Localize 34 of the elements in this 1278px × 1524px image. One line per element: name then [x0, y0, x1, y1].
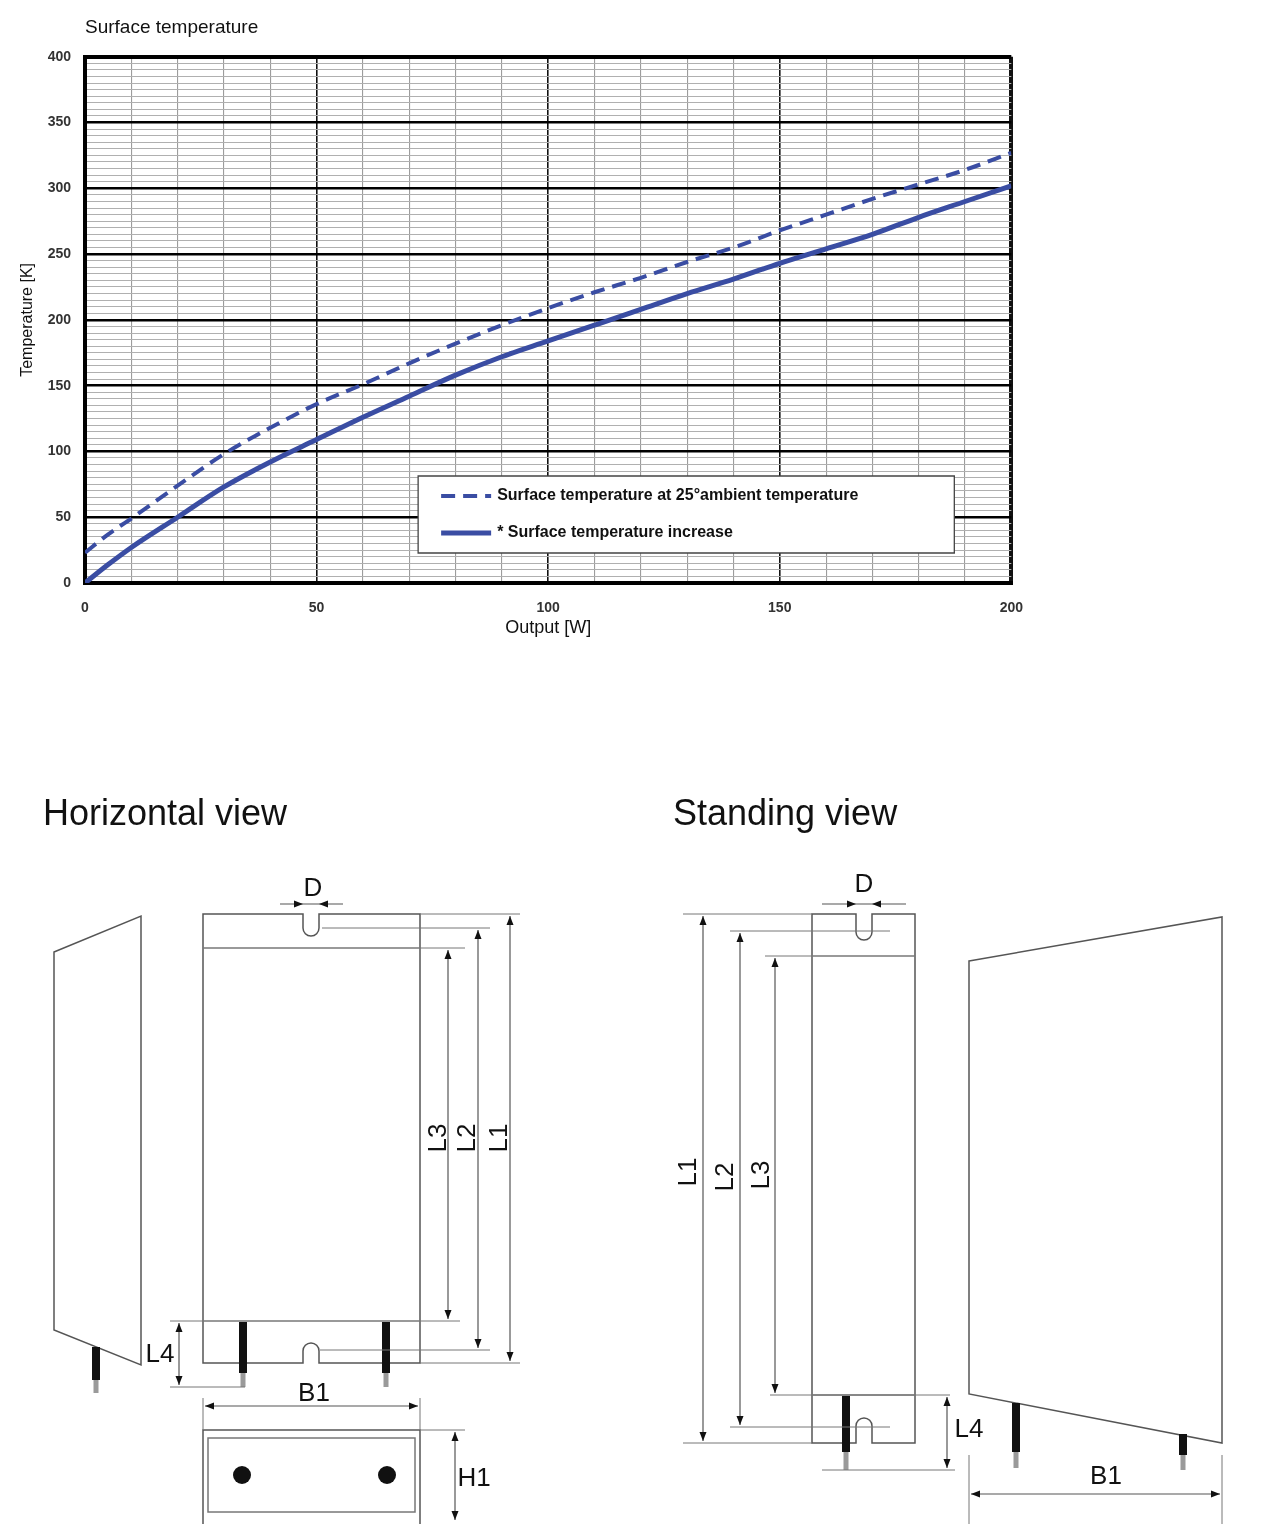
- text: L2: [451, 1123, 481, 1153]
- y-tick-label: 250: [47, 244, 72, 261]
- text: L4: [954, 1413, 984, 1443]
- x-tick-label: 150: [768, 599, 792, 616]
- text: L1: [483, 1123, 513, 1153]
- text: B1: [1090, 1460, 1122, 1490]
- text: B1: [298, 1377, 330, 1407]
- x-tick-label: 50: [308, 599, 325, 616]
- x-tick-label: 0: [81, 599, 90, 616]
- legend-label: * Surface temperature increase: [497, 523, 733, 541]
- text: D: [303, 872, 323, 902]
- y-tick-label: 100: [47, 442, 72, 459]
- y-tick-label: 350: [47, 113, 72, 130]
- text: L2: [709, 1162, 739, 1192]
- text: Horizontal view: [43, 792, 289, 833]
- x-tick-label: 200: [999, 599, 1024, 616]
- x-tick-label: 100: [536, 599, 561, 616]
- text: D: [854, 868, 874, 898]
- y-tick-label: 200: [47, 310, 72, 327]
- text: H1: [457, 1462, 491, 1492]
- y-tick-label: 150: [47, 376, 72, 393]
- y-tick-label: 50: [55, 508, 72, 525]
- text: Standing view: [673, 792, 899, 833]
- legend-label: Surface temperature at 25°ambient temperature: [497, 486, 859, 504]
- y-tick-label: 400: [47, 47, 72, 64]
- y-tick-label: 0: [63, 573, 72, 590]
- text: L3: [745, 1160, 775, 1190]
- chart-title: Surface temperature: [85, 15, 259, 37]
- y-tick-label: 300: [47, 179, 72, 196]
- y-axis-title: Temperature [K]: [18, 262, 36, 377]
- text: L4: [145, 1338, 175, 1368]
- text: L3: [422, 1123, 452, 1153]
- text: L1: [672, 1157, 702, 1187]
- x-axis-title: Output [W]: [505, 617, 592, 638]
